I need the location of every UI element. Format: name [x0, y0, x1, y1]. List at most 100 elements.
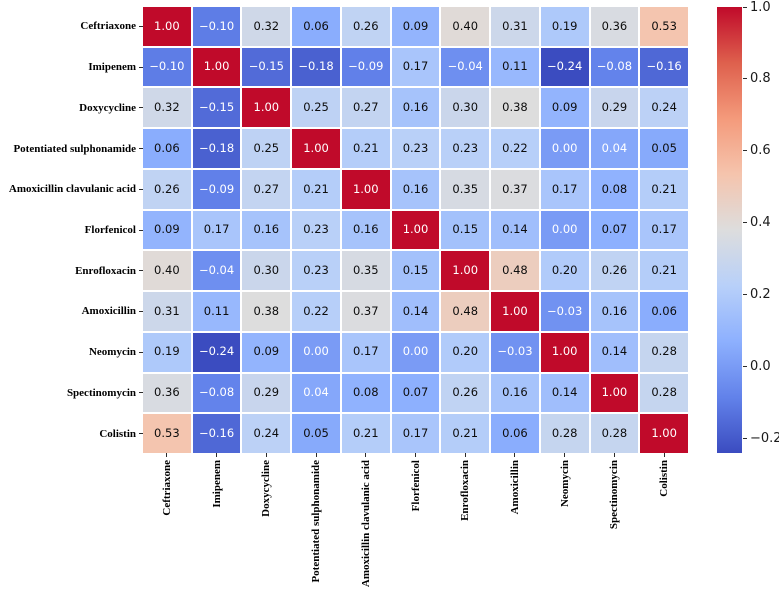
heatmap-cell-1-10: −0.16 — [640, 47, 688, 87]
x-tick-mark — [564, 453, 566, 457]
heatmap-cell-7-2: 0.38 — [242, 292, 291, 331]
heatmap-cell-2-2: 1.00 — [242, 88, 291, 128]
x-tick-mark — [365, 453, 367, 457]
cell-value: 0.21 — [303, 181, 329, 196]
heatmap-cell-4-7: 0.37 — [491, 169, 539, 209]
y-tick-label-4: Amoxicillin clavulanic acid — [8, 183, 136, 196]
heatmap-cell-3-2: 0.25 — [242, 129, 291, 168]
y-tick-mark — [139, 310, 143, 312]
heatmap-cell-4-10: 0.21 — [640, 169, 688, 209]
heatmap-cell-7-6: 0.48 — [441, 292, 490, 331]
heatmap-cell-5-9: 0.07 — [590, 210, 639, 250]
heatmap-cell-3-0: 0.06 — [143, 129, 191, 168]
cell-value: 0.15 — [402, 262, 429, 277]
cell-value: 0.32 — [154, 100, 180, 115]
cell-value: 0.21 — [651, 181, 677, 196]
y-tick-mark — [139, 392, 143, 394]
y-tick-label-2: Doxycycline — [79, 101, 136, 114]
cell-value: 0.38 — [502, 100, 528, 115]
heatmap-cell-9-4: 0.08 — [341, 373, 390, 413]
cell-value: 0.29 — [253, 385, 280, 400]
heatmap-cell-2-10: 0.24 — [640, 88, 688, 128]
y-tick-mark — [139, 270, 143, 272]
cell-value: 0.48 — [502, 262, 528, 277]
cell-value: 0.31 — [154, 303, 180, 318]
cell-value: 0.09 — [154, 222, 180, 237]
heatmap-cell-4-9: 0.08 — [590, 169, 639, 209]
cell-value: 0.04 — [303, 385, 329, 400]
heatmap-cell-4-5: 0.16 — [391, 169, 440, 209]
heatmap-cell-6-1: −0.04 — [192, 251, 241, 291]
heatmap-cell-1-2: −0.15 — [242, 47, 291, 87]
cell-value: 0.24 — [253, 425, 280, 440]
cell-value: 0.16 — [402, 181, 429, 196]
colorbar-tick-mark — [743, 222, 747, 224]
cell-value: −0.03 — [547, 303, 583, 318]
y-tick-label-0: Ceftriaxone — [80, 20, 136, 33]
cell-value: 0.17 — [651, 222, 677, 237]
x-tick-mark — [514, 453, 516, 457]
heatmap-cell-0-2: 0.32 — [242, 7, 291, 46]
heatmap-cell-8-1: −0.24 — [192, 332, 241, 372]
heatmap-cell-10-7: 0.06 — [491, 414, 539, 453]
heatmap-cell-2-5: 0.16 — [391, 88, 440, 128]
heatmap-cell-1-6: −0.04 — [441, 47, 490, 87]
cell-value: 0.19 — [154, 344, 180, 359]
y-tick-mark — [139, 188, 143, 190]
x-tick-mark — [663, 453, 665, 457]
cell-value: 1.00 — [402, 222, 429, 237]
cell-value: 1.00 — [203, 59, 230, 74]
cell-value: 0.30 — [452, 100, 479, 115]
cell-value: 0.22 — [303, 303, 329, 318]
heatmap-cell-8-5: 0.00 — [391, 332, 440, 372]
heatmap-cell-10-0: 0.53 — [143, 414, 191, 453]
cell-value: 0.26 — [601, 262, 628, 277]
y-tick-mark — [139, 25, 143, 27]
heatmap-cell-2-3: 0.25 — [292, 88, 340, 128]
colorbar-tick-label-1: 0.8 — [750, 71, 771, 87]
cell-value: −0.16 — [646, 59, 682, 74]
heatmap-cell-10-1: −0.16 — [192, 414, 241, 453]
x-tick-label-0: Ceftriaxone — [160, 460, 173, 516]
cell-value: 0.16 — [601, 303, 628, 318]
heatmap-cell-5-7: 0.14 — [491, 210, 539, 250]
heatmap-cell-8-8: 1.00 — [540, 332, 589, 372]
heatmap-cell-0-1: −0.10 — [192, 7, 241, 46]
cell-value: 0.21 — [352, 425, 379, 440]
cell-value: 0.00 — [551, 140, 578, 155]
cell-value: −0.10 — [149, 59, 185, 74]
cell-value: 0.20 — [452, 344, 479, 359]
cell-value: 0.25 — [253, 140, 280, 155]
heatmap-cell-4-2: 0.27 — [242, 169, 291, 209]
heatmap-cell-9-7: 0.16 — [491, 373, 539, 413]
y-tick-mark — [139, 107, 143, 109]
heatmap-cell-9-0: 0.36 — [143, 373, 191, 413]
heatmap-cell-5-4: 0.16 — [341, 210, 390, 250]
cell-value: −0.24 — [198, 344, 235, 359]
cell-value: 0.40 — [154, 262, 180, 277]
y-tick-label-8: Neomycin — [88, 346, 136, 359]
heatmap-cell-4-6: 0.35 — [441, 169, 490, 209]
cell-value: 0.08 — [352, 385, 379, 400]
heatmap-grid: 1.00 −0.10 0.32 0.06 0.26 0.09 0.40 0.31 0.19 0.3… — [143, 7, 688, 453]
heatmap-cell-5-5: 1.00 — [391, 210, 440, 250]
cell-value: 0.48 — [452, 303, 479, 318]
heatmap-cell-10-2: 0.24 — [242, 414, 291, 453]
heatmap-cell-9-9: 1.00 — [590, 373, 639, 413]
cell-value: 0.26 — [452, 385, 479, 400]
heatmap-cell-1-7: 0.11 — [491, 47, 539, 87]
x-tick-mark — [265, 453, 267, 457]
heatmap-cell-0-0: 1.00 — [143, 7, 191, 46]
cell-value: 0.20 — [551, 262, 578, 277]
x-tick-label-3: Potentiated sulphonamide — [310, 460, 323, 583]
heatmap-cell-5-6: 0.15 — [441, 210, 490, 250]
heatmap-cell-3-10: 0.05 — [640, 129, 688, 168]
x-tick-mark — [613, 453, 615, 457]
colorbar-tick-label-5: 0.0 — [750, 359, 771, 375]
heatmap-cell-0-4: 0.26 — [341, 7, 390, 46]
cell-value: −0.15 — [248, 59, 284, 74]
cell-value: 0.32 — [253, 18, 280, 33]
heatmap-cell-8-6: 0.20 — [441, 332, 490, 372]
heatmap-cell-5-3: 0.23 — [292, 210, 340, 250]
colorbar-tick-label-4: 0.2 — [750, 287, 771, 303]
